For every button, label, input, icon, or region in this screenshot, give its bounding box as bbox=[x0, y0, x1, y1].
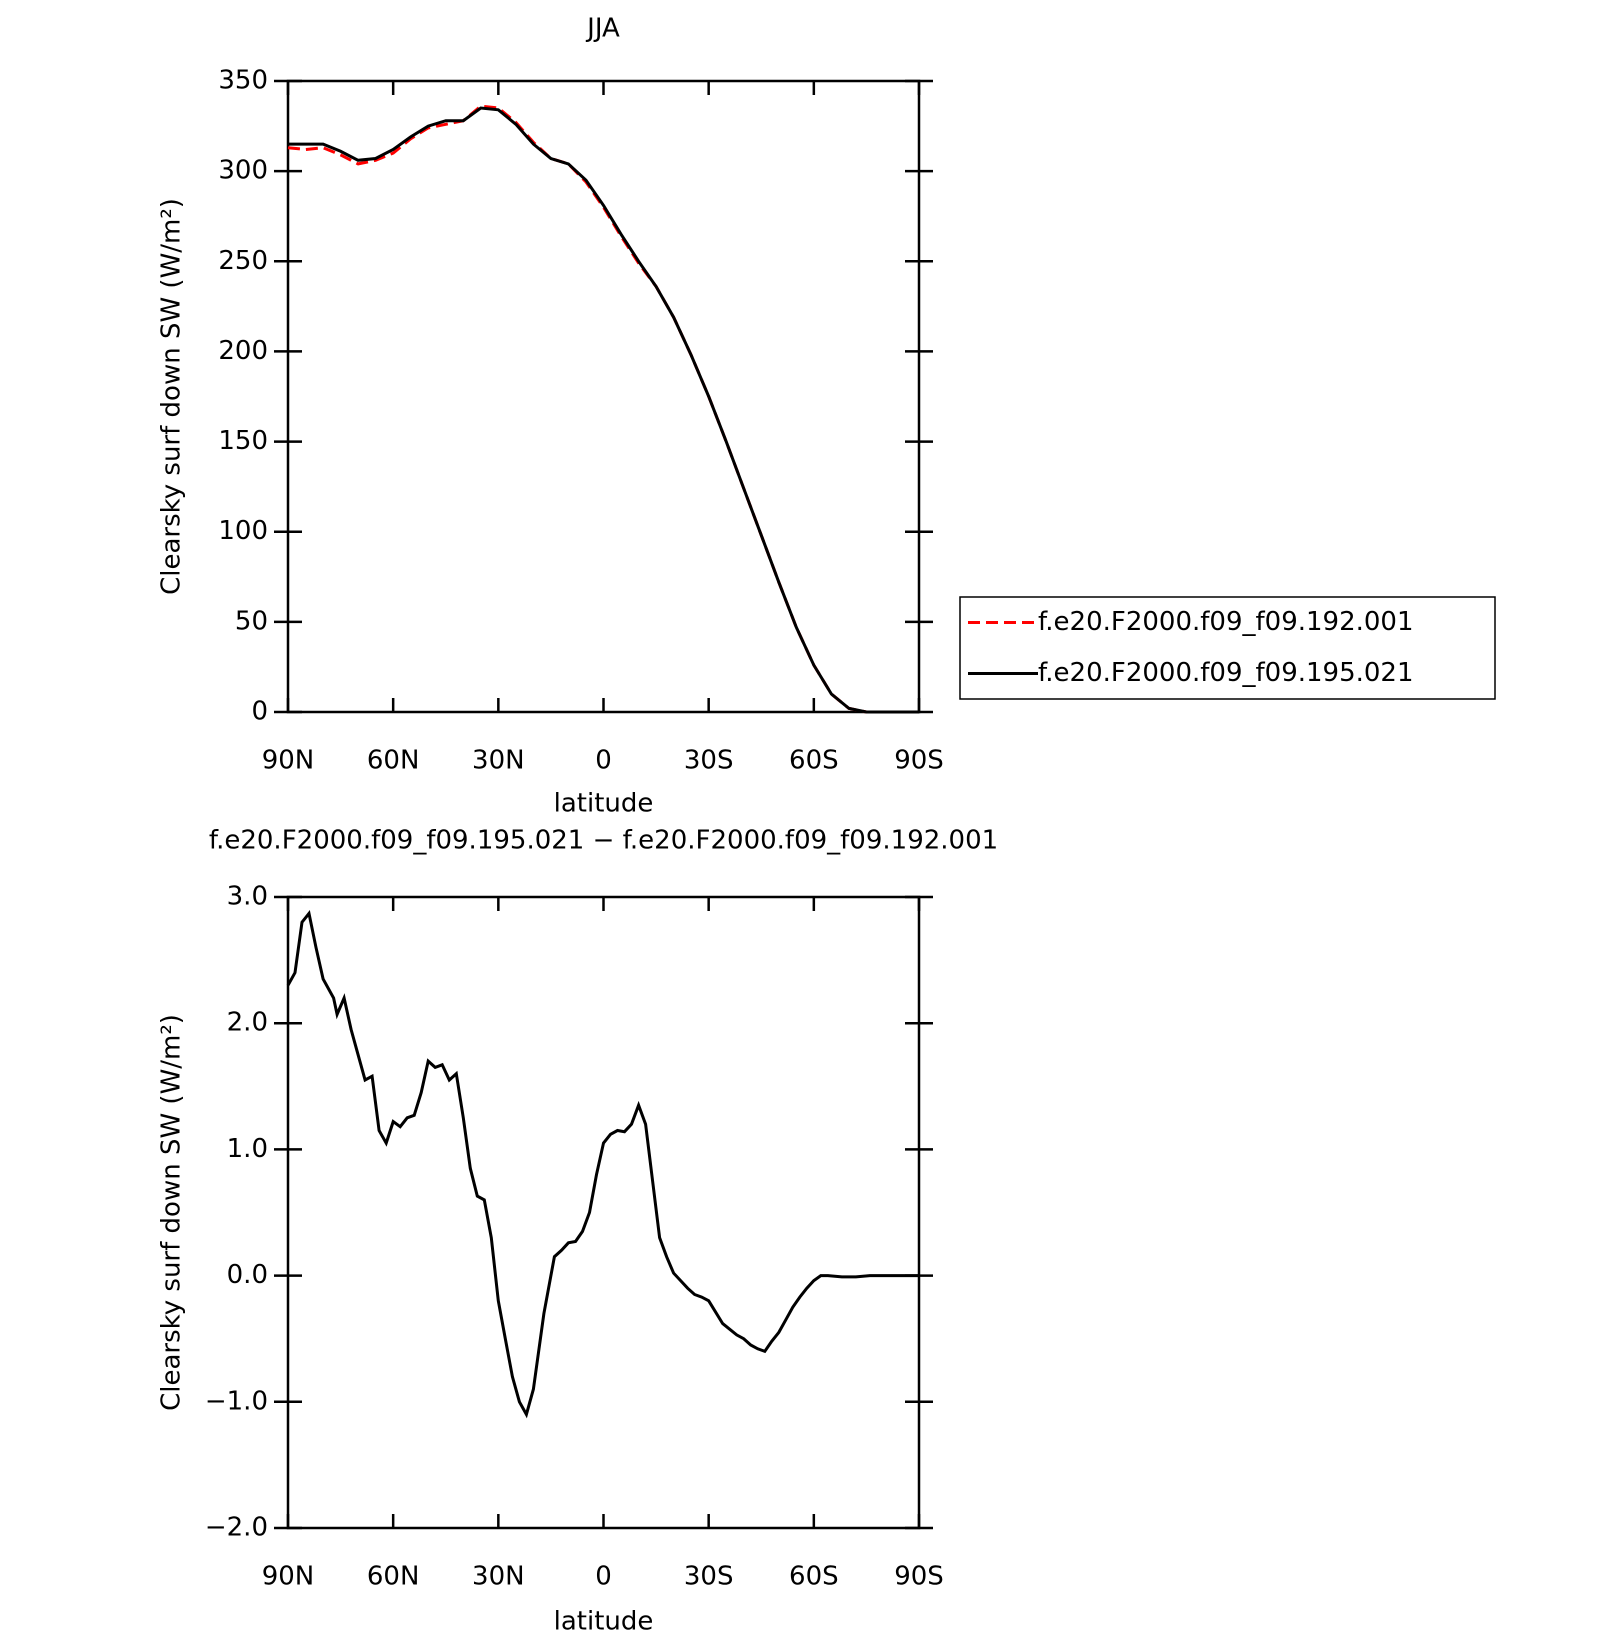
y-tick-label: 250 bbox=[218, 246, 268, 276]
legend-box bbox=[959, 596, 1496, 700]
x-tick-label: 30N bbox=[472, 1562, 525, 1592]
x-tick-label: 0 bbox=[595, 1562, 612, 1592]
legend-label: f.e20.F2000.f09_f09.192.001 bbox=[1038, 607, 1414, 637]
x-tick-label: 30N bbox=[472, 746, 525, 776]
chart-title: f.e20.F2000.f09_f09.195.021 − f.e20.F200… bbox=[209, 826, 998, 856]
y-tick-label: 1.0 bbox=[227, 1134, 268, 1164]
x-tick-label: 60S bbox=[789, 746, 839, 776]
x-tick-label: 90S bbox=[894, 746, 944, 776]
x-tick-label: 30S bbox=[684, 746, 734, 776]
y-tick-label: 0.0 bbox=[227, 1260, 268, 1290]
y-tick-label: 3.0 bbox=[227, 882, 268, 912]
x-tick-label: 0 bbox=[595, 746, 612, 776]
legend-label: f.e20.F2000.f09_f09.195.021 bbox=[1038, 658, 1414, 688]
y-tick-label: 2.0 bbox=[227, 1008, 268, 1038]
y-tick-label: 100 bbox=[218, 516, 268, 546]
y-tick-label: 150 bbox=[218, 426, 268, 456]
x-tick-label: 30S bbox=[684, 1562, 734, 1592]
x-tick-label: 90N bbox=[262, 1562, 315, 1592]
x-tick-label: 60S bbox=[789, 1562, 839, 1592]
plot-frame bbox=[286, 79, 921, 714]
y-axis-label: Clearsky surf down SW (W/m²) bbox=[157, 1014, 187, 1411]
y-tick-label: 200 bbox=[218, 336, 268, 366]
x-tick-label: 90N bbox=[262, 746, 315, 776]
y-tick-label: −2.0 bbox=[205, 1513, 268, 1543]
chart-title: JJA bbox=[585, 14, 620, 44]
y-tick-label: 0 bbox=[251, 697, 268, 727]
y-tick-label: 300 bbox=[218, 156, 268, 186]
x-tick-label: 90S bbox=[894, 1562, 944, 1592]
data-line bbox=[288, 106, 919, 714]
x-axis-label: latitude bbox=[554, 789, 654, 819]
y-axis-label: Clearsky surf down SW (W/m²) bbox=[157, 198, 187, 595]
y-tick-label: 50 bbox=[235, 606, 268, 636]
y-tick-label: −1.0 bbox=[205, 1386, 268, 1416]
x-axis-label: latitude bbox=[554, 1607, 654, 1637]
data-line bbox=[287, 104, 919, 714]
y-tick-label: 350 bbox=[218, 66, 268, 96]
x-tick-label: 60N bbox=[367, 746, 420, 776]
x-tick-label: 60N bbox=[367, 1562, 420, 1592]
plot-frame bbox=[286, 895, 921, 1530]
data-line bbox=[286, 909, 919, 1419]
